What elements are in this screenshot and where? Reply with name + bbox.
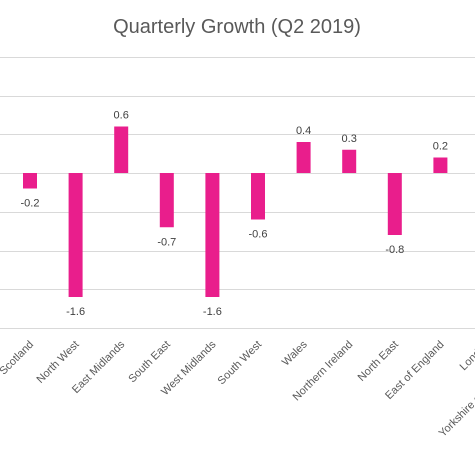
bar — [296, 142, 311, 173]
x-tick-label: North West — [34, 339, 81, 386]
bar — [159, 173, 174, 228]
data-label: -1.6 — [203, 306, 222, 318]
data-label: -0.7 — [157, 236, 176, 248]
bar — [114, 126, 129, 173]
x-tick-label: South East — [126, 339, 173, 386]
bar — [68, 173, 83, 297]
x-tick-label: Scotland — [0, 339, 36, 378]
data-label: 0.6 — [114, 110, 129, 122]
bar — [23, 173, 37, 189]
bar — [387, 173, 402, 235]
bar — [433, 157, 448, 173]
data-label: -0.2 — [21, 198, 40, 210]
data-label: 0.2 — [433, 141, 448, 153]
data-label: -0.8 — [385, 244, 404, 256]
data-labels: -0.2-1.60.6-0.7-1.6-0.60.40.3-0.80.21. — [21, 110, 449, 319]
bar — [342, 149, 357, 173]
data-label: -0.6 — [249, 229, 268, 241]
bar — [205, 173, 220, 297]
chart-title: Quarterly Growth (Q2 2019) — [113, 16, 361, 38]
x-tick-label: London — [458, 339, 475, 373]
x-tick-label: Wales — [280, 338, 310, 368]
bar — [251, 173, 265, 220]
bars — [23, 126, 448, 297]
x-tick-label: South West — [216, 339, 265, 388]
data-label: 0.4 — [296, 125, 311, 137]
data-label: -1.6 — [66, 306, 85, 318]
data-label: 0.3 — [342, 133, 357, 145]
x-tick-label: North East — [356, 339, 401, 384]
